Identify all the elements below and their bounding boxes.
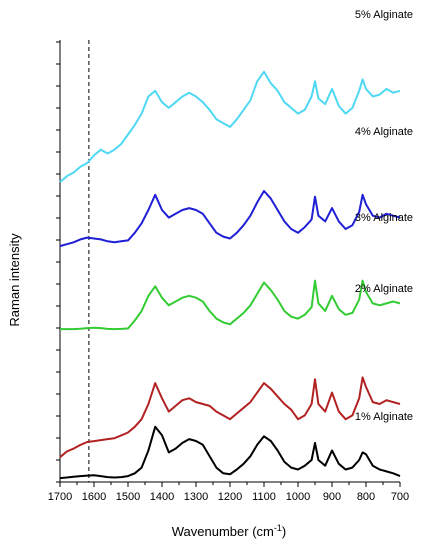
series-line-5 [59,70,401,183]
series-label-2: 2% Alginate [355,283,413,295]
series-line-3 [60,279,401,331]
y-axis-ticks [56,41,60,483]
x-axis-title: Wavenumber (cm-1) [172,523,286,539]
x-tick-label: 1600 [82,491,106,503]
spectra-series [59,70,401,480]
x-tick-label: 1100 [252,491,276,503]
x-tick-label: 1000 [286,491,310,503]
x-tick-label: 900 [323,491,341,503]
x-axis-ticks: 1700 1600 1500 1400 1300 1200 1100 1000 900 800 70… [48,482,409,503]
x-tick-label: 700 [391,491,409,503]
series-label-3: 3% Alginate [355,212,413,224]
series-line-4 [59,190,401,248]
series-labels: 1% Alginate 2% Alginate 3% Alginate 4% Algi… [355,9,413,423]
y-axis-title: Raman intensity [7,233,22,327]
x-axis-title-close: ) [282,524,286,539]
series-line-2 [59,376,401,458]
x-tick-label: 800 [357,491,375,503]
plot-frame [59,40,400,483]
series-label-5: 5% Alginate [355,9,413,21]
x-tick-label: 1700 [48,491,72,503]
x-tick-label: 1200 [218,491,242,503]
x-tick-label: 1500 [116,491,140,503]
series-line-1 [59,425,401,480]
series-label-1: 1% Alginate [355,411,413,423]
x-tick-label: 1300 [184,491,208,503]
x-axis-title-sup: -1 [274,523,282,533]
x-axis-title-main: Wavenumber (cm [172,524,274,539]
series-label-4: 4% Alginate [355,126,413,138]
x-tick-label: 1400 [150,491,174,503]
